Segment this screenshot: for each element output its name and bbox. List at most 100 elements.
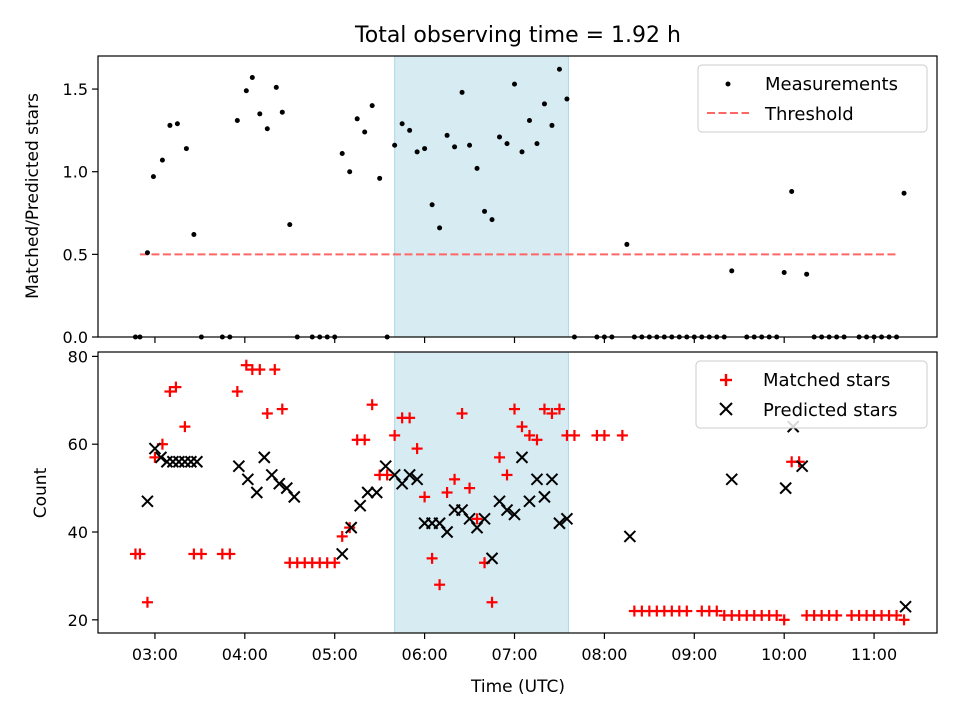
measurement-point — [159, 157, 165, 163]
measurement-point — [369, 103, 375, 109]
predicted-star-point — [361, 486, 374, 499]
top-legend-box — [697, 64, 928, 133]
measurement-point — [407, 127, 413, 133]
bottom-observing-span — [394, 351, 569, 634]
matched-star-point — [359, 434, 371, 446]
bottom-y-tick-label: 40 — [68, 523, 88, 542]
measurement-point — [362, 129, 368, 135]
top-axes-frame — [97, 55, 938, 338]
predicted-star-point — [899, 600, 912, 613]
predicted-star-point — [553, 517, 566, 530]
predicted-star-point — [403, 468, 416, 482]
bottom-x-tick-label: 10:00 — [761, 645, 807, 664]
matched-star-point — [449, 473, 461, 485]
matched-star-point — [254, 364, 266, 376]
matched-star-point — [329, 557, 341, 569]
matched-star-point — [336, 530, 348, 542]
bottom-x-ticks: 03:00 04:00 05:00 06:00 07:00 08:00 09:00 10:00… — [132, 633, 897, 664]
bottom-x-tick-label: 11:00 — [851, 645, 897, 664]
matched-star-point — [170, 381, 182, 393]
matched-star-point — [486, 596, 498, 608]
predicted-star-point — [353, 499, 367, 512]
measurement-point — [257, 111, 263, 117]
predicted-star-point — [190, 455, 204, 468]
bottom-y-axis-label: Count — [31, 467, 51, 518]
predicted-star-point — [478, 512, 491, 526]
matched-star-point — [831, 609, 843, 621]
bottom-x-tick-label: 03:00 — [132, 645, 178, 664]
measurement-point — [541, 101, 547, 107]
measurement-point — [482, 208, 488, 214]
predicted-star-point — [273, 477, 286, 490]
top-y-ticks: 0.0 0.5 1.0 1.5 — [63, 80, 98, 347]
measurement-point — [452, 144, 458, 150]
measurement-point — [191, 232, 197, 238]
bottom-x-tick-label: 07:00 — [491, 645, 537, 664]
measurement-point — [497, 134, 503, 140]
predicted-star-point — [241, 473, 255, 486]
matched-star-point — [546, 407, 558, 419]
predicted-star-point — [485, 552, 499, 565]
measurement-point — [504, 141, 510, 147]
predicted-star-point — [250, 486, 264, 499]
measurement-point — [144, 250, 150, 256]
measurement-point — [781, 270, 787, 276]
measurement-point — [377, 175, 383, 181]
matched-star-point — [419, 491, 431, 503]
predicted-star-point — [795, 459, 809, 473]
matched-star-point — [538, 403, 550, 415]
matched-star-point — [261, 407, 273, 419]
threshold-legend-label: Threshold — [764, 104, 854, 125]
matched-legend-marker — [720, 374, 732, 386]
measurement-point — [526, 117, 532, 123]
measurement-point — [489, 217, 495, 223]
measurement-point — [243, 88, 249, 94]
measurement-point — [392, 142, 398, 148]
matched-star-point — [344, 522, 356, 534]
top-y-axis-label: Matched/Predicted stars — [23, 93, 43, 299]
matched-star-point — [568, 429, 580, 441]
measurement-point — [549, 122, 555, 128]
predicted-star-point — [232, 459, 246, 473]
predicted-star-point — [515, 451, 529, 464]
measurement-point — [183, 146, 189, 152]
matched-star-point — [276, 403, 288, 415]
predicted-star-point — [725, 473, 738, 486]
measurement-point — [414, 149, 420, 155]
measurements-legend-marker — [725, 81, 731, 87]
predicted-stars-points — [141, 420, 912, 613]
predicted-star-point — [154, 451, 168, 464]
measurement-point — [467, 142, 473, 148]
measurement-point — [174, 121, 180, 127]
top-legend: Measurements Threshold — [697, 64, 928, 133]
matched-star-point — [164, 386, 176, 398]
measurement-point — [564, 96, 570, 102]
predicted-star-point — [336, 547, 349, 561]
predicted-star-point — [623, 530, 637, 543]
measurement-point — [429, 202, 435, 208]
bottom-x-tick-label: 04:00 — [222, 645, 268, 664]
measurement-point — [354, 116, 360, 122]
matched-star-point — [616, 429, 628, 441]
bottom-x-tick-label: 09:00 — [671, 645, 717, 664]
matched-star-point — [509, 403, 521, 415]
matched-star-point — [778, 614, 790, 626]
predicted-star-point — [523, 495, 536, 508]
bottom-x-tick-label: 06:00 — [402, 645, 448, 664]
predicted-star-point — [560, 512, 574, 526]
measurement-point — [474, 165, 480, 171]
matched-star-point — [224, 548, 236, 560]
measurement-point — [512, 81, 518, 87]
bottom-y-tick-label: 20 — [68, 611, 88, 630]
measurement-point — [339, 151, 345, 157]
measurement-point — [347, 169, 353, 175]
matched-star-point — [516, 421, 528, 433]
bottom-axes-frame — [97, 351, 938, 634]
matched-star-point — [411, 443, 423, 455]
matched-star-point — [598, 429, 610, 441]
matched-star-point — [771, 609, 783, 621]
measurement-point — [519, 149, 525, 155]
